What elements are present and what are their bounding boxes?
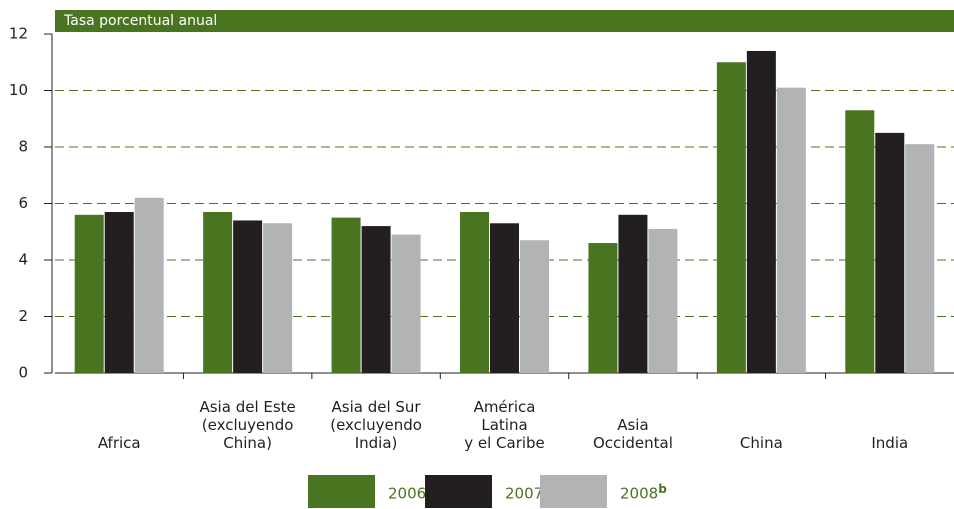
bar bbox=[391, 234, 421, 373]
x-tick-label: Asia del Este (excluyendo China) bbox=[199, 398, 295, 452]
legend-label: 2006 bbox=[388, 485, 426, 503]
bar bbox=[134, 197, 164, 373]
bar bbox=[520, 240, 549, 373]
bar bbox=[588, 243, 618, 373]
y-tick-label: 6 bbox=[18, 194, 28, 212]
bar bbox=[361, 226, 391, 373]
bar bbox=[905, 144, 935, 373]
bar bbox=[875, 132, 905, 373]
legend-swatch bbox=[308, 475, 375, 508]
bar bbox=[716, 62, 746, 373]
title-band bbox=[55, 10, 954, 32]
y-tick-label: 2 bbox=[18, 307, 28, 325]
bar bbox=[460, 211, 489, 373]
y-tick-label: 8 bbox=[18, 138, 28, 156]
bar bbox=[618, 214, 648, 373]
y-tick-label: 10 bbox=[9, 81, 28, 99]
bar bbox=[233, 220, 263, 373]
x-tick-label: América Latina y el Caribe bbox=[464, 398, 545, 452]
x-tick-label: Asia Occidental bbox=[593, 416, 673, 452]
x-tick-label: China bbox=[740, 434, 783, 452]
y-tick-label: 12 bbox=[9, 25, 28, 43]
bar bbox=[263, 223, 293, 373]
y-tick-label: 4 bbox=[18, 251, 28, 269]
x-tick-label: India bbox=[871, 434, 908, 452]
bar bbox=[74, 214, 104, 373]
bar bbox=[845, 110, 875, 374]
legend-swatch bbox=[540, 475, 607, 508]
x-tick-label: Africa bbox=[98, 434, 141, 452]
bar bbox=[203, 211, 233, 373]
legend-swatch bbox=[425, 475, 492, 508]
bar bbox=[776, 87, 806, 374]
y-tick-label: 0 bbox=[18, 364, 28, 382]
bar bbox=[331, 217, 361, 373]
legend-label: 2008b bbox=[620, 482, 667, 503]
bar bbox=[104, 211, 134, 373]
x-tick-label: Asia del Sur (excluyendo India) bbox=[330, 398, 422, 452]
bar bbox=[490, 223, 519, 373]
chart-title: Tasa porcentual anual bbox=[63, 13, 217, 29]
bar bbox=[746, 50, 776, 373]
legend-footnote: b bbox=[658, 482, 667, 496]
bar bbox=[648, 228, 678, 373]
